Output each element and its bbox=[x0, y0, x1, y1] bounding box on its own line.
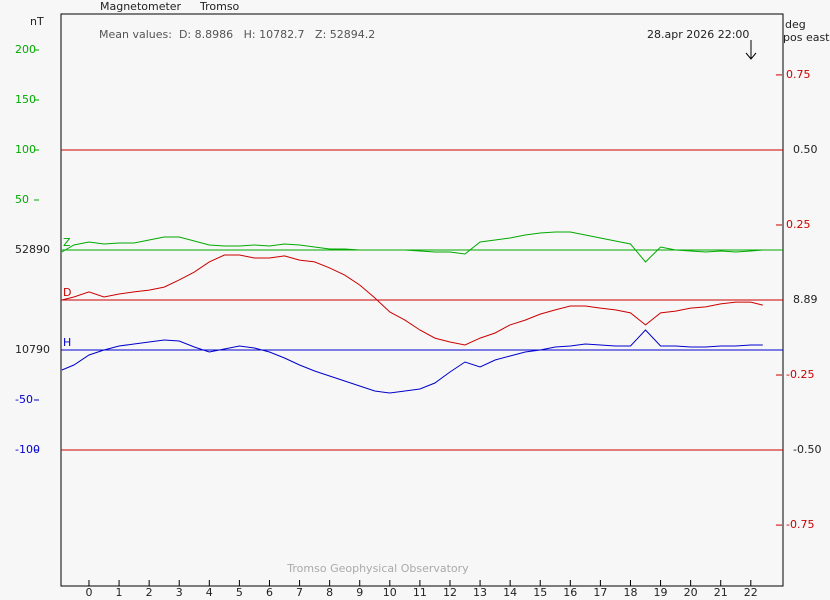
x-tick-label: 8 bbox=[326, 586, 333, 599]
x-tick-label: 22 bbox=[744, 586, 758, 599]
y-tick-label: -100 bbox=[15, 443, 40, 456]
x-tick-label: 21 bbox=[714, 586, 728, 599]
x-tick-label: 6 bbox=[266, 586, 273, 599]
x-tick-label: 5 bbox=[236, 586, 243, 599]
y-axis-label: nT bbox=[30, 15, 44, 28]
x-tick-label: 4 bbox=[206, 586, 213, 599]
y2-tick-label: -0.75 bbox=[786, 518, 814, 531]
series-line bbox=[61, 254, 763, 346]
timestamp: 28.apr 2026 22:00 bbox=[647, 28, 749, 41]
x-tick-label: 14 bbox=[503, 586, 517, 599]
series-label: H bbox=[63, 336, 71, 349]
x-tick-label: 12 bbox=[443, 586, 457, 599]
x-tick-label: 9 bbox=[356, 586, 363, 599]
y2-tick-label: -0.25 bbox=[786, 368, 814, 381]
x-tick-label: 2 bbox=[146, 586, 153, 599]
y2-tick-label: 0.50 bbox=[793, 143, 818, 156]
credit: Tromso Geophysical Observatory bbox=[286, 562, 469, 575]
y2-tick-label: 8.89 bbox=[793, 293, 818, 306]
y-tick-label: 100 bbox=[15, 143, 36, 156]
x-tick-label: 7 bbox=[296, 586, 303, 599]
mean-values: Mean values: D: 8.8986 H: 10782.7 Z: 528… bbox=[99, 28, 375, 41]
x-tick-label: 16 bbox=[563, 586, 577, 599]
x-tick-label: 10 bbox=[383, 586, 397, 599]
y-tick-label: 150 bbox=[15, 93, 36, 106]
y2-tick-label: 0.25 bbox=[786, 218, 811, 231]
x-tick-label: 1 bbox=[116, 586, 123, 599]
x-tick-label: 17 bbox=[593, 586, 607, 599]
x-tick-label: 15 bbox=[533, 586, 547, 599]
x-tick-label: 11 bbox=[413, 586, 427, 599]
x-tick-label: 13 bbox=[473, 586, 487, 599]
y-tick-label: -50 bbox=[15, 393, 33, 406]
chart-title: Magnetometer bbox=[100, 0, 182, 13]
y2-tick-label: 0.75 bbox=[786, 68, 811, 81]
x-tick-label: 19 bbox=[654, 586, 668, 599]
y2-axis-label: deg bbox=[785, 18, 806, 31]
x-tick-label: 0 bbox=[85, 586, 92, 599]
y2-tick-label: -0.50 bbox=[793, 443, 821, 456]
x-tick-label: 3 bbox=[176, 586, 183, 599]
y-tick-label: 50 bbox=[15, 193, 29, 206]
x-tick-label: 20 bbox=[684, 586, 698, 599]
y-tick-label: 10790 bbox=[15, 343, 50, 356]
series-label: Z bbox=[63, 236, 71, 249]
y-tick-label: 52890 bbox=[15, 243, 50, 256]
y2-axis-sublabel: pos east bbox=[783, 31, 830, 44]
x-tick-label: 18 bbox=[623, 586, 637, 599]
series-line bbox=[61, 329, 763, 394]
series-line bbox=[61, 231, 763, 263]
time-arrow bbox=[745, 40, 757, 60]
chart-subtitle: Tromso bbox=[199, 0, 240, 13]
y-tick-label: 200 bbox=[15, 43, 36, 56]
series-label: D bbox=[63, 286, 71, 299]
